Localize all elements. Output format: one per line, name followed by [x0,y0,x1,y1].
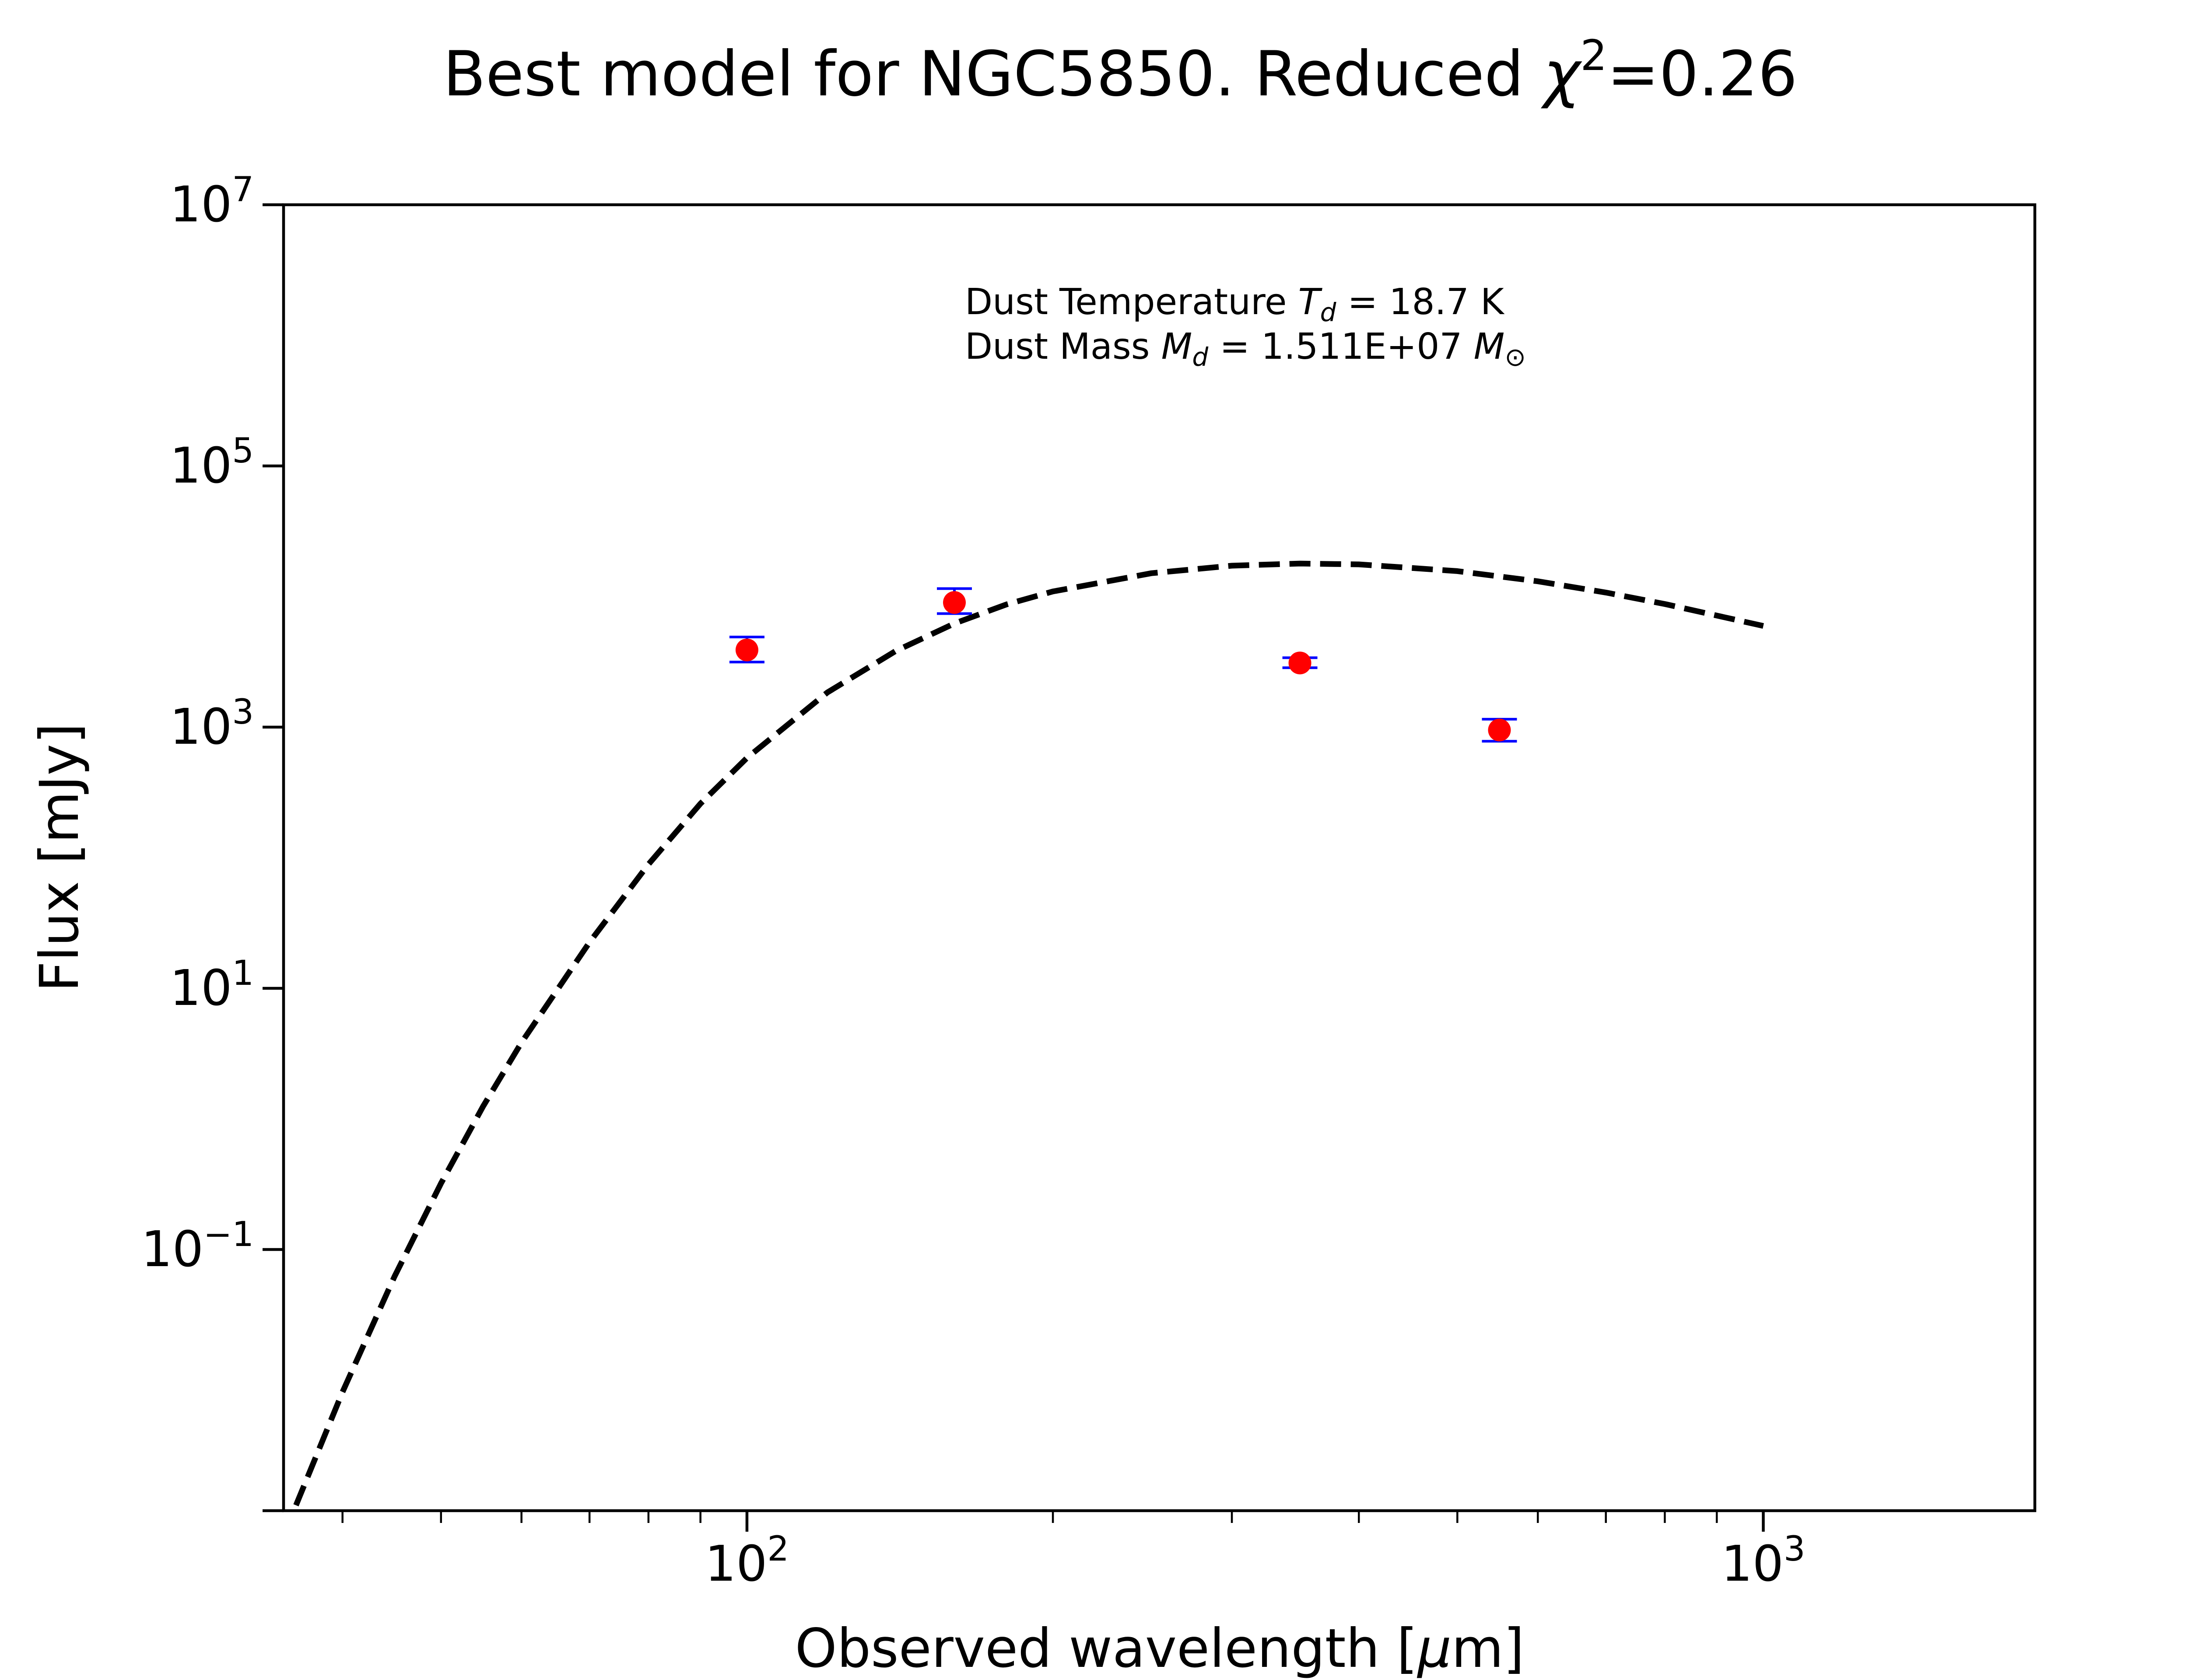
annotation-line2-unit-sub: ⊙ [1504,342,1526,372]
y-tick-label-base: 10 [170,176,232,233]
y-tick-label-exponent: 1 [232,954,254,993]
x-tick-label-base: 10 [1721,1536,1784,1592]
chart-title-chi-exp: 2 [1580,31,1607,80]
series-layer [293,560,1764,1507]
x-tick-label: 103 [1721,1530,1805,1592]
annotation-line1-sub: d [1320,298,1337,327]
y-tick-label-base: 10 [170,960,232,1017]
x-axis-label-unit: m] [1452,1617,1524,1680]
annotation-line2-prefix: Dust Mass [965,326,1161,368]
data-point [943,591,966,614]
x-axis-label: Observed wavelength [μm] [795,1617,1525,1680]
chart-title-main: Best model for NGC5850. Reduced [443,38,1543,110]
x-axis-ticks: 102 103 [341,1511,1806,1592]
y-tick-label-exponent: 3 [232,693,254,732]
y-tick-label-base: 10 [170,438,232,494]
x-tick-label: 102 [705,1530,789,1592]
annotation-line2-value: = 1.511E+07 [1208,326,1474,368]
y-tick-label: 105 [170,431,254,494]
annotation-dust-temperature: Dust Temperature Td = 18.7 K [965,281,1505,327]
y-tick-label: 101 [170,954,254,1017]
annotation-line2-sub: d [1192,342,1209,372]
y-axis-label: Flux [mJy] [28,723,91,992]
annotation-line2-unit: M [1474,326,1505,368]
y-tick-label-exponent: −1 [203,1215,254,1254]
x-axis-label-mu: μ [1417,1617,1452,1680]
annotation-line1-prefix: Dust Temperature [965,281,1298,323]
x-tick-label-exponent: 2 [767,1530,789,1569]
annotation-dust-mass: Dust Mass Md = 1.511E+07 M⊙ [965,326,1526,372]
data-point [1288,651,1311,675]
chart-title-value: =0.26 [1607,38,1797,110]
data-point [1488,718,1511,742]
annotation-line1-value: = 18.7 K [1336,281,1504,323]
plot-area-frame [282,203,2037,1512]
data-point [735,638,758,662]
y-tick-label: 107 [170,170,254,233]
y-tick-label: 10−1 [141,1215,254,1278]
chart-title-chi: χ [1540,38,1582,110]
y-tick-label-exponent: 7 [232,170,254,210]
annotation-line2-var: M [1161,326,1192,368]
y-tick-label-base: 10 [170,699,232,756]
y-tick-label: 103 [170,693,254,756]
chart-title: Best model for NGC5850. Reduced χ2=0.26 [443,31,1797,110]
x-axis-label-main: Observed wavelength [ [795,1617,1418,1680]
annotation-line1-var: T [1298,281,1323,323]
y-tick-label-exponent: 5 [232,431,254,471]
x-tick-label-exponent: 3 [1784,1530,1806,1569]
y-tick-label-base: 10 [141,1221,204,1278]
x-tick-label-base: 10 [705,1536,768,1592]
